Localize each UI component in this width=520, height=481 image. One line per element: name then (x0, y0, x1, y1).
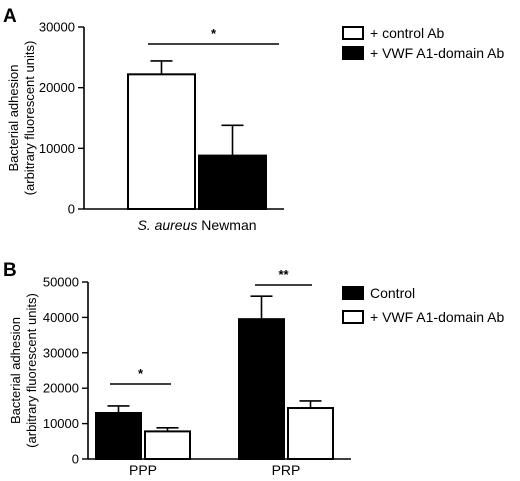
panel-b-letter: B (3, 260, 17, 281)
panel-b-significance-label: ** (278, 267, 289, 282)
panel-a-y-tick-label: 20000 (39, 80, 75, 95)
panel-b-legend-swatch (342, 286, 364, 300)
panel-a-legend-swatch (342, 26, 364, 40)
panel-a-y-tick-label: 0 (68, 202, 75, 217)
panel-a-y-axis-label-units: (arbitrary fluorescent units) (22, 41, 37, 196)
panel-b-legend-label: + VWF A1-domain Ab (370, 309, 504, 325)
panel-a-legend-label: + VWF A1-domain Ab (370, 45, 504, 61)
panel-a-bar-series1 (127, 73, 196, 210)
panel-b-y-tick-label: 20000 (43, 381, 79, 396)
panel-a-significance-label: * (211, 26, 217, 41)
panel-b-significance-label: * (138, 366, 144, 381)
panel-a-letter: A (3, 6, 17, 27)
panel-a-y-axis-label: Bacterial adhesion (6, 65, 21, 172)
panel-b-bar-series1 (95, 411, 142, 461)
panel-a-bar-series2 (198, 154, 267, 210)
panel-b-bar-series2 (144, 430, 191, 460)
panel-a-legend-label: + control Ab (370, 25, 445, 41)
panel-b-bar-series1 (238, 318, 285, 461)
panel-b-y-tick-label: 10000 (43, 416, 79, 431)
panel-b-category-label: PRP (272, 462, 301, 478)
panel-b-legend-label: Control (370, 285, 415, 301)
panel-b-y-tick-label: 40000 (43, 310, 79, 325)
panel-b-y-axis-label-units: (arbitrary fluorescent units) (24, 293, 39, 448)
panel-b-y-tick-label: 50000 (43, 275, 79, 290)
panel-a-y-tick-label: 30000 (39, 20, 75, 35)
panel-b-y-tick-label: 30000 (43, 345, 79, 360)
panel-b-category-label: PPP (129, 462, 157, 478)
panel-b-y-tick-label: 0 (72, 452, 79, 467)
panel-b-y-axis-label: Bacterial adhesion (8, 317, 23, 424)
panel-a-category-label: S. aureus Newman (137, 217, 256, 233)
panel-b-bar-series2 (287, 407, 334, 460)
panel-a-chart: A 0 10000 20000 30000 Bacterial adhesion (arbi… (3, 6, 504, 233)
panel-b-legend-swatch (342, 310, 364, 324)
panel-a-legend-swatch (342, 46, 364, 60)
panel-a-y-tick-label: 10000 (39, 141, 75, 156)
panel-b-chart: B 0 10000 20000 30000 40000 50000 Bacterial adh… (3, 260, 504, 478)
